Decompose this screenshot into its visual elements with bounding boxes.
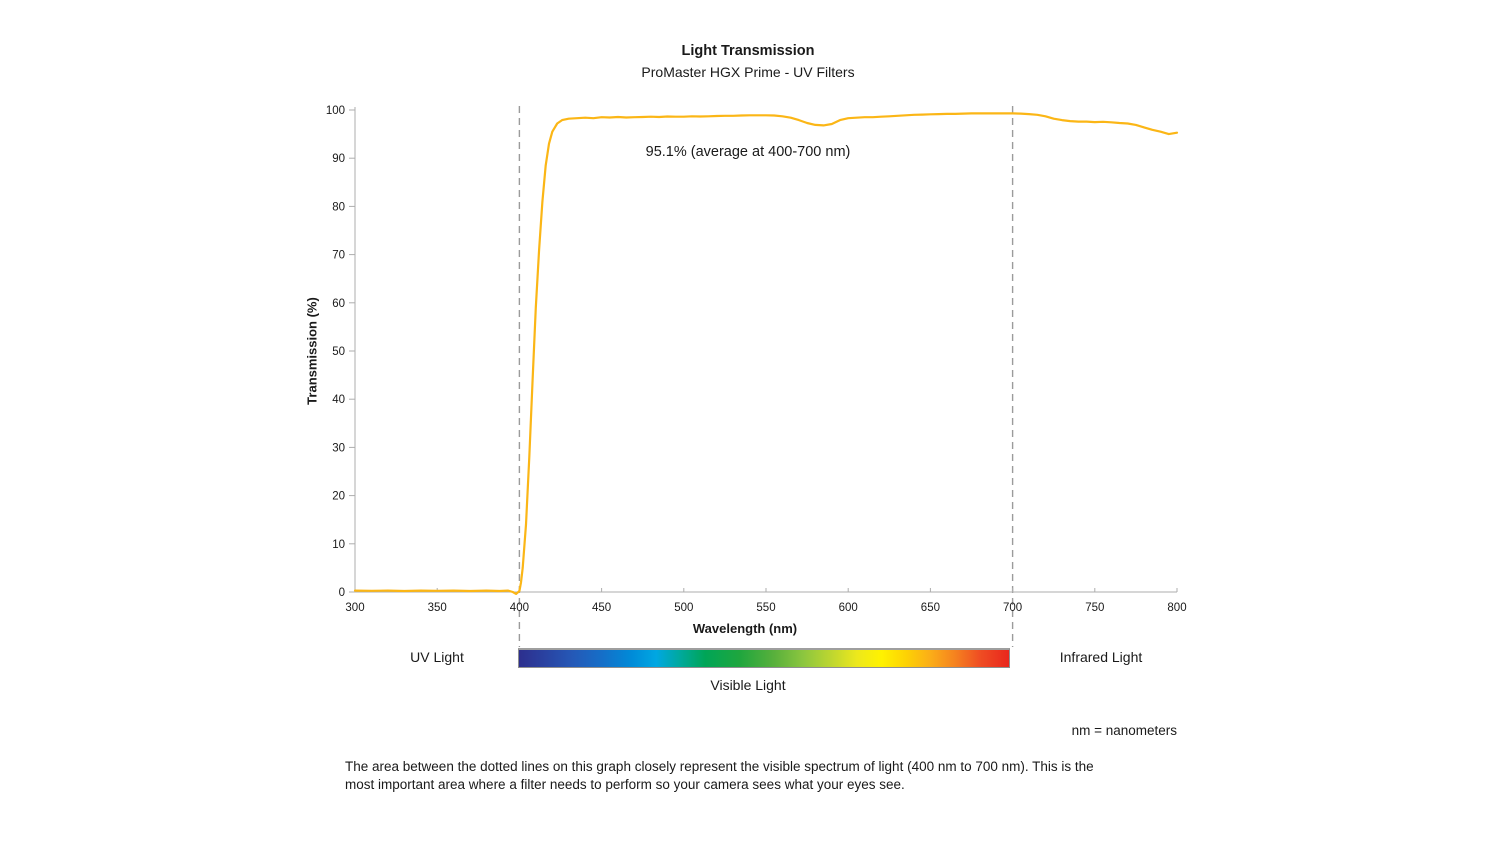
x-tick-label: 400 [510, 602, 529, 614]
footer-description: The area between the dotted lines on thi… [345, 758, 1181, 793]
x-tick-label: 550 [756, 602, 775, 614]
x-axis-title: Wavelength (nm) [692, 621, 798, 636]
x-tick-label: 800 [1167, 602, 1186, 614]
visible-spectrum-bar [518, 648, 1010, 668]
transmission-curve [353, 112, 1179, 596]
x-tick-label: 350 [428, 602, 447, 614]
x-tick-label: 750 [1085, 602, 1104, 614]
uv-light-label: UV Light [410, 649, 464, 665]
x-tick-label: 450 [592, 602, 611, 614]
y-tick-label: 30 [332, 442, 345, 454]
footer-line-1: The area between the dotted lines on thi… [345, 759, 1094, 774]
y-tick-label: 80 [332, 201, 345, 213]
visible-light-label: Visible Light [710, 677, 786, 693]
x-tick-label: 650 [921, 602, 940, 614]
x-tick-label: 500 [674, 602, 693, 614]
infrared-light-label: Infrared Light [1059, 649, 1143, 665]
y-tick-label: 40 [332, 394, 345, 406]
x-tick-label: 600 [839, 602, 858, 614]
y-tick-label: 100 [326, 105, 345, 117]
x-tick-label: 300 [345, 602, 364, 614]
y-tick-label: 10 [332, 539, 345, 551]
x-tick-label: 700 [1003, 602, 1022, 614]
footer-line-2: most important area where a filter needs… [345, 776, 905, 792]
y-axis-title: Transmission (%) [304, 297, 320, 405]
chart-subtitle: ProMaster HGX Prime - UV Filters [641, 64, 855, 80]
y-tick-label: 70 [332, 250, 345, 262]
y-tick-label: 0 [339, 587, 345, 599]
average-transmission-annotation: 95.1% (average at 400-700 nm) [645, 144, 851, 160]
nm-abbreviation-note: nm = nanometers [1071, 723, 1177, 738]
chart-title: Light Transmission [681, 43, 815, 59]
y-tick-label: 60 [332, 298, 345, 310]
y-tick-label: 90 [332, 153, 345, 165]
y-tick-label: 20 [332, 491, 345, 503]
y-tick-label: 50 [332, 346, 345, 358]
